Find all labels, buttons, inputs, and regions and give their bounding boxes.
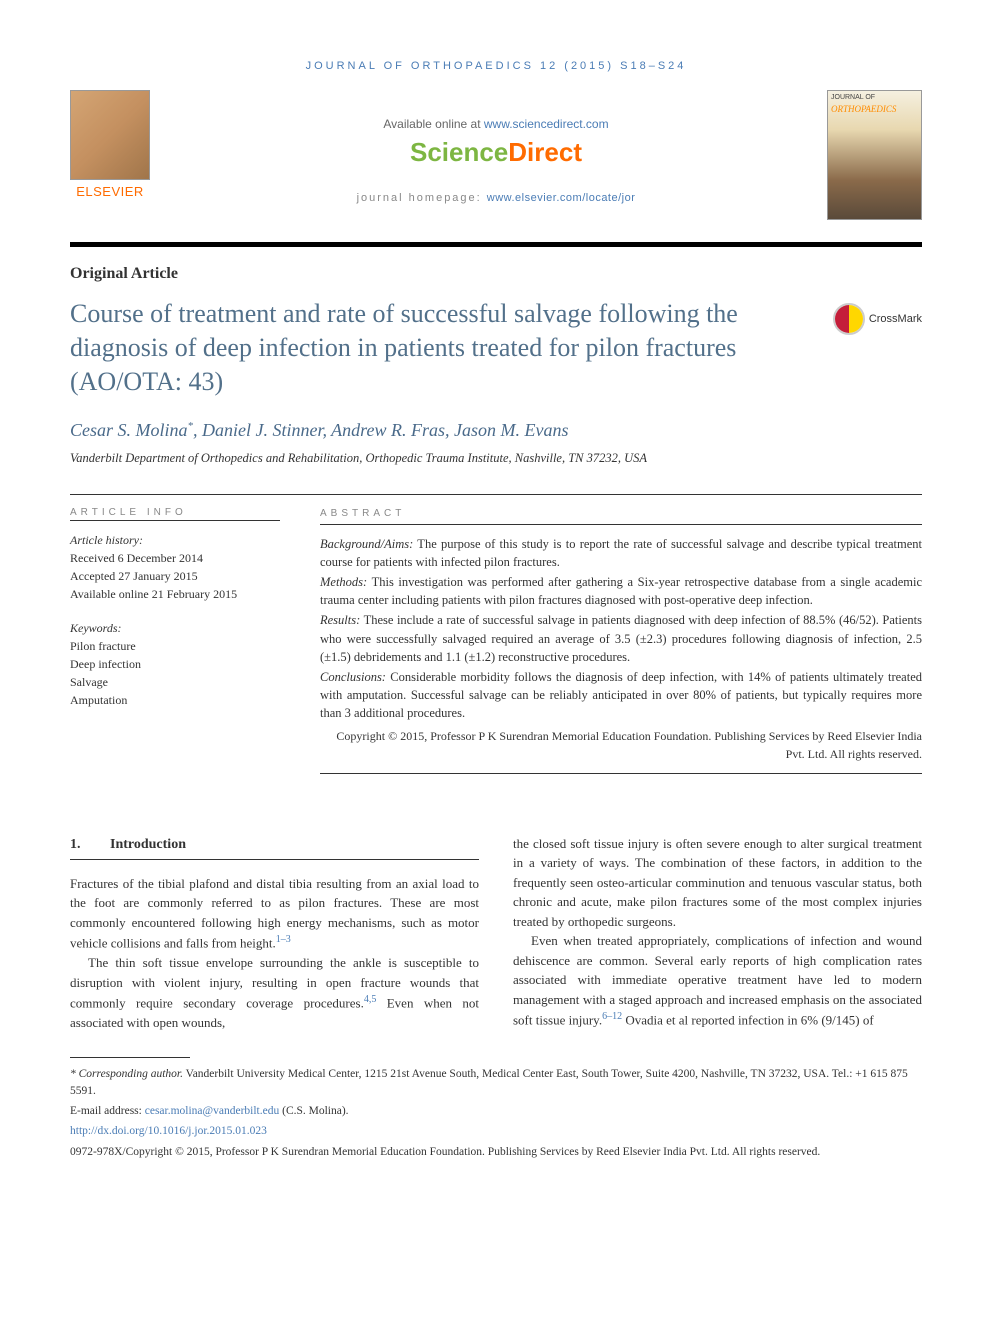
keywords-block: Keywords: Pilon fracture Deep infection … — [70, 619, 280, 709]
article-title: Course of treatment and rate of successf… — [70, 297, 813, 398]
abstract-text: These include a rate of successful salva… — [320, 613, 922, 663]
available-text: Available online at — [383, 117, 484, 131]
email-footnote: E-mail address: cesar.molina@vanderbilt.… — [70, 1103, 922, 1120]
abstract-conclusions: Conclusions: Considerable morbidity foll… — [320, 668, 922, 722]
article-info-column: ARTICLE INFO Article history: Received 6… — [70, 495, 280, 774]
sd-logo-part2: Direct — [508, 137, 582, 167]
authors-rest: , Daniel J. Stinner, Andrew R. Fras, Jas… — [193, 420, 568, 440]
article-history-block: Article history: Received 6 December 201… — [70, 531, 280, 603]
keyword-item: Deep infection — [70, 655, 280, 673]
keywords-label: Keywords: — [70, 619, 280, 637]
article-info-heading: ARTICLE INFO — [70, 495, 280, 521]
abstract-label: Methods: — [320, 575, 367, 589]
issn-copyright-footnote: 0972-978X/Copyright © 2015, Professor P … — [70, 1144, 922, 1161]
header-banner: ELSEVIER Available online at www.science… — [70, 90, 922, 230]
journal-reference: JOURNAL OF ORTHOPAEDICS 12 (2015) S18–S2… — [70, 60, 922, 72]
email-tail: (C.S. Molina). — [279, 1105, 348, 1117]
available-online-line: Available online at www.sciencedirect.co… — [357, 117, 636, 131]
abstract-copyright: Copyright © 2015, Professor P K Surendra… — [320, 728, 922, 763]
cover-title: ORTHOPAEDICS — [828, 104, 921, 114]
abstract-text: This investigation was performed after g… — [320, 575, 922, 607]
affiliation: Vanderbilt Department of Orthopedics and… — [70, 451, 922, 466]
para-text: Fractures of the tibial plafond and dist… — [70, 876, 479, 951]
abstract-label: Results: — [320, 613, 360, 627]
abstract-methods: Methods: This investigation was performe… — [320, 573, 922, 609]
keyword-item: Salvage — [70, 673, 280, 691]
corr-label: * Corresponding author. — [70, 1068, 183, 1080]
abstract-results: Results: These include a rate of success… — [320, 611, 922, 665]
elsevier-name: ELSEVIER — [70, 184, 150, 199]
homepage-label: journal homepage: — [357, 192, 487, 204]
doi-link[interactable]: http://dx.doi.org/10.1016/j.jor.2015.01.… — [70, 1125, 267, 1137]
cover-header: JOURNAL OF — [828, 91, 921, 104]
body-column-right: the closed soft tissue injury is often s… — [513, 834, 922, 1033]
online-date: Available online 21 February 2015 — [70, 585, 280, 603]
citation-ref[interactable]: 1–3 — [276, 934, 291, 945]
para-text: Ovadia et al reported infection in 6% (9… — [622, 1013, 874, 1028]
paragraph: Fractures of the tibial plafond and dist… — [70, 874, 479, 953]
section-number: 1. — [70, 834, 110, 855]
elsevier-tree-icon — [70, 90, 150, 180]
abstract-column: ABSTRACT Background/Aims: The purpose of… — [320, 495, 922, 774]
homepage-line: journal homepage: www.elsevier.com/locat… — [357, 192, 636, 204]
doi-footnote: http://dx.doi.org/10.1016/j.jor.2015.01.… — [70, 1123, 922, 1140]
sd-logo-part1: Science — [410, 137, 508, 167]
keyword-item: Pilon fracture — [70, 637, 280, 655]
accepted-date: Accepted 27 January 2015 — [70, 567, 280, 585]
divider-thin — [320, 773, 922, 774]
received-date: Received 6 December 2014 — [70, 549, 280, 567]
sciencedirect-link[interactable]: www.sciencedirect.com — [484, 117, 609, 131]
crossmark-icon — [833, 303, 865, 335]
keyword-item: Amputation — [70, 691, 280, 709]
paragraph: The thin soft tissue envelope surroundin… — [70, 953, 479, 1032]
journal-cover-thumbnail: JOURNAL OF ORTHOPAEDICS — [827, 90, 922, 220]
body-column-left: 1.Introduction Fractures of the tibial p… — [70, 834, 479, 1033]
email-link[interactable]: cesar.molina@vanderbilt.edu — [145, 1105, 280, 1117]
crossmark-badge[interactable]: CrossMark — [833, 303, 922, 335]
section-title: Introduction — [110, 837, 186, 852]
abstract-text: Considerable morbidity follows the diagn… — [320, 670, 922, 720]
article-type: Original Article — [70, 265, 922, 283]
elsevier-logo-block: ELSEVIER — [70, 90, 150, 199]
abstract-heading: ABSTRACT — [320, 495, 922, 525]
paragraph: Even when treated appropriately, complic… — [513, 931, 922, 1030]
sciencedirect-logo: ScienceDirect — [357, 137, 636, 168]
history-label: Article history: — [70, 531, 280, 549]
corresponding-author-footnote: * Corresponding author. Vanderbilt Unive… — [70, 1066, 922, 1101]
corr-text: Vanderbilt University Medical Center, 12… — [70, 1068, 908, 1097]
abstract-label: Background/Aims: — [320, 537, 413, 551]
author-1: Cesar S. Molina — [70, 420, 188, 440]
citation-ref[interactable]: 6–12 — [602, 1011, 622, 1022]
footnote-separator — [70, 1057, 190, 1058]
paragraph: the closed soft tissue injury is often s… — [513, 834, 922, 932]
authors-line: Cesar S. Molina*, Daniel J. Stinner, And… — [70, 420, 922, 441]
body-text: 1.Introduction Fractures of the tibial p… — [70, 834, 922, 1033]
email-label: E-mail address: — [70, 1105, 145, 1117]
abstract-background: Background/Aims: The purpose of this stu… — [320, 535, 922, 571]
divider-bar — [70, 242, 922, 247]
homepage-link[interactable]: www.elsevier.com/locate/jor — [487, 192, 636, 204]
crossmark-label: CrossMark — [869, 313, 922, 325]
abstract-label: Conclusions: — [320, 670, 386, 684]
section-heading-bar: 1.Introduction — [70, 834, 479, 860]
citation-ref[interactable]: 4,5 — [364, 994, 377, 1005]
